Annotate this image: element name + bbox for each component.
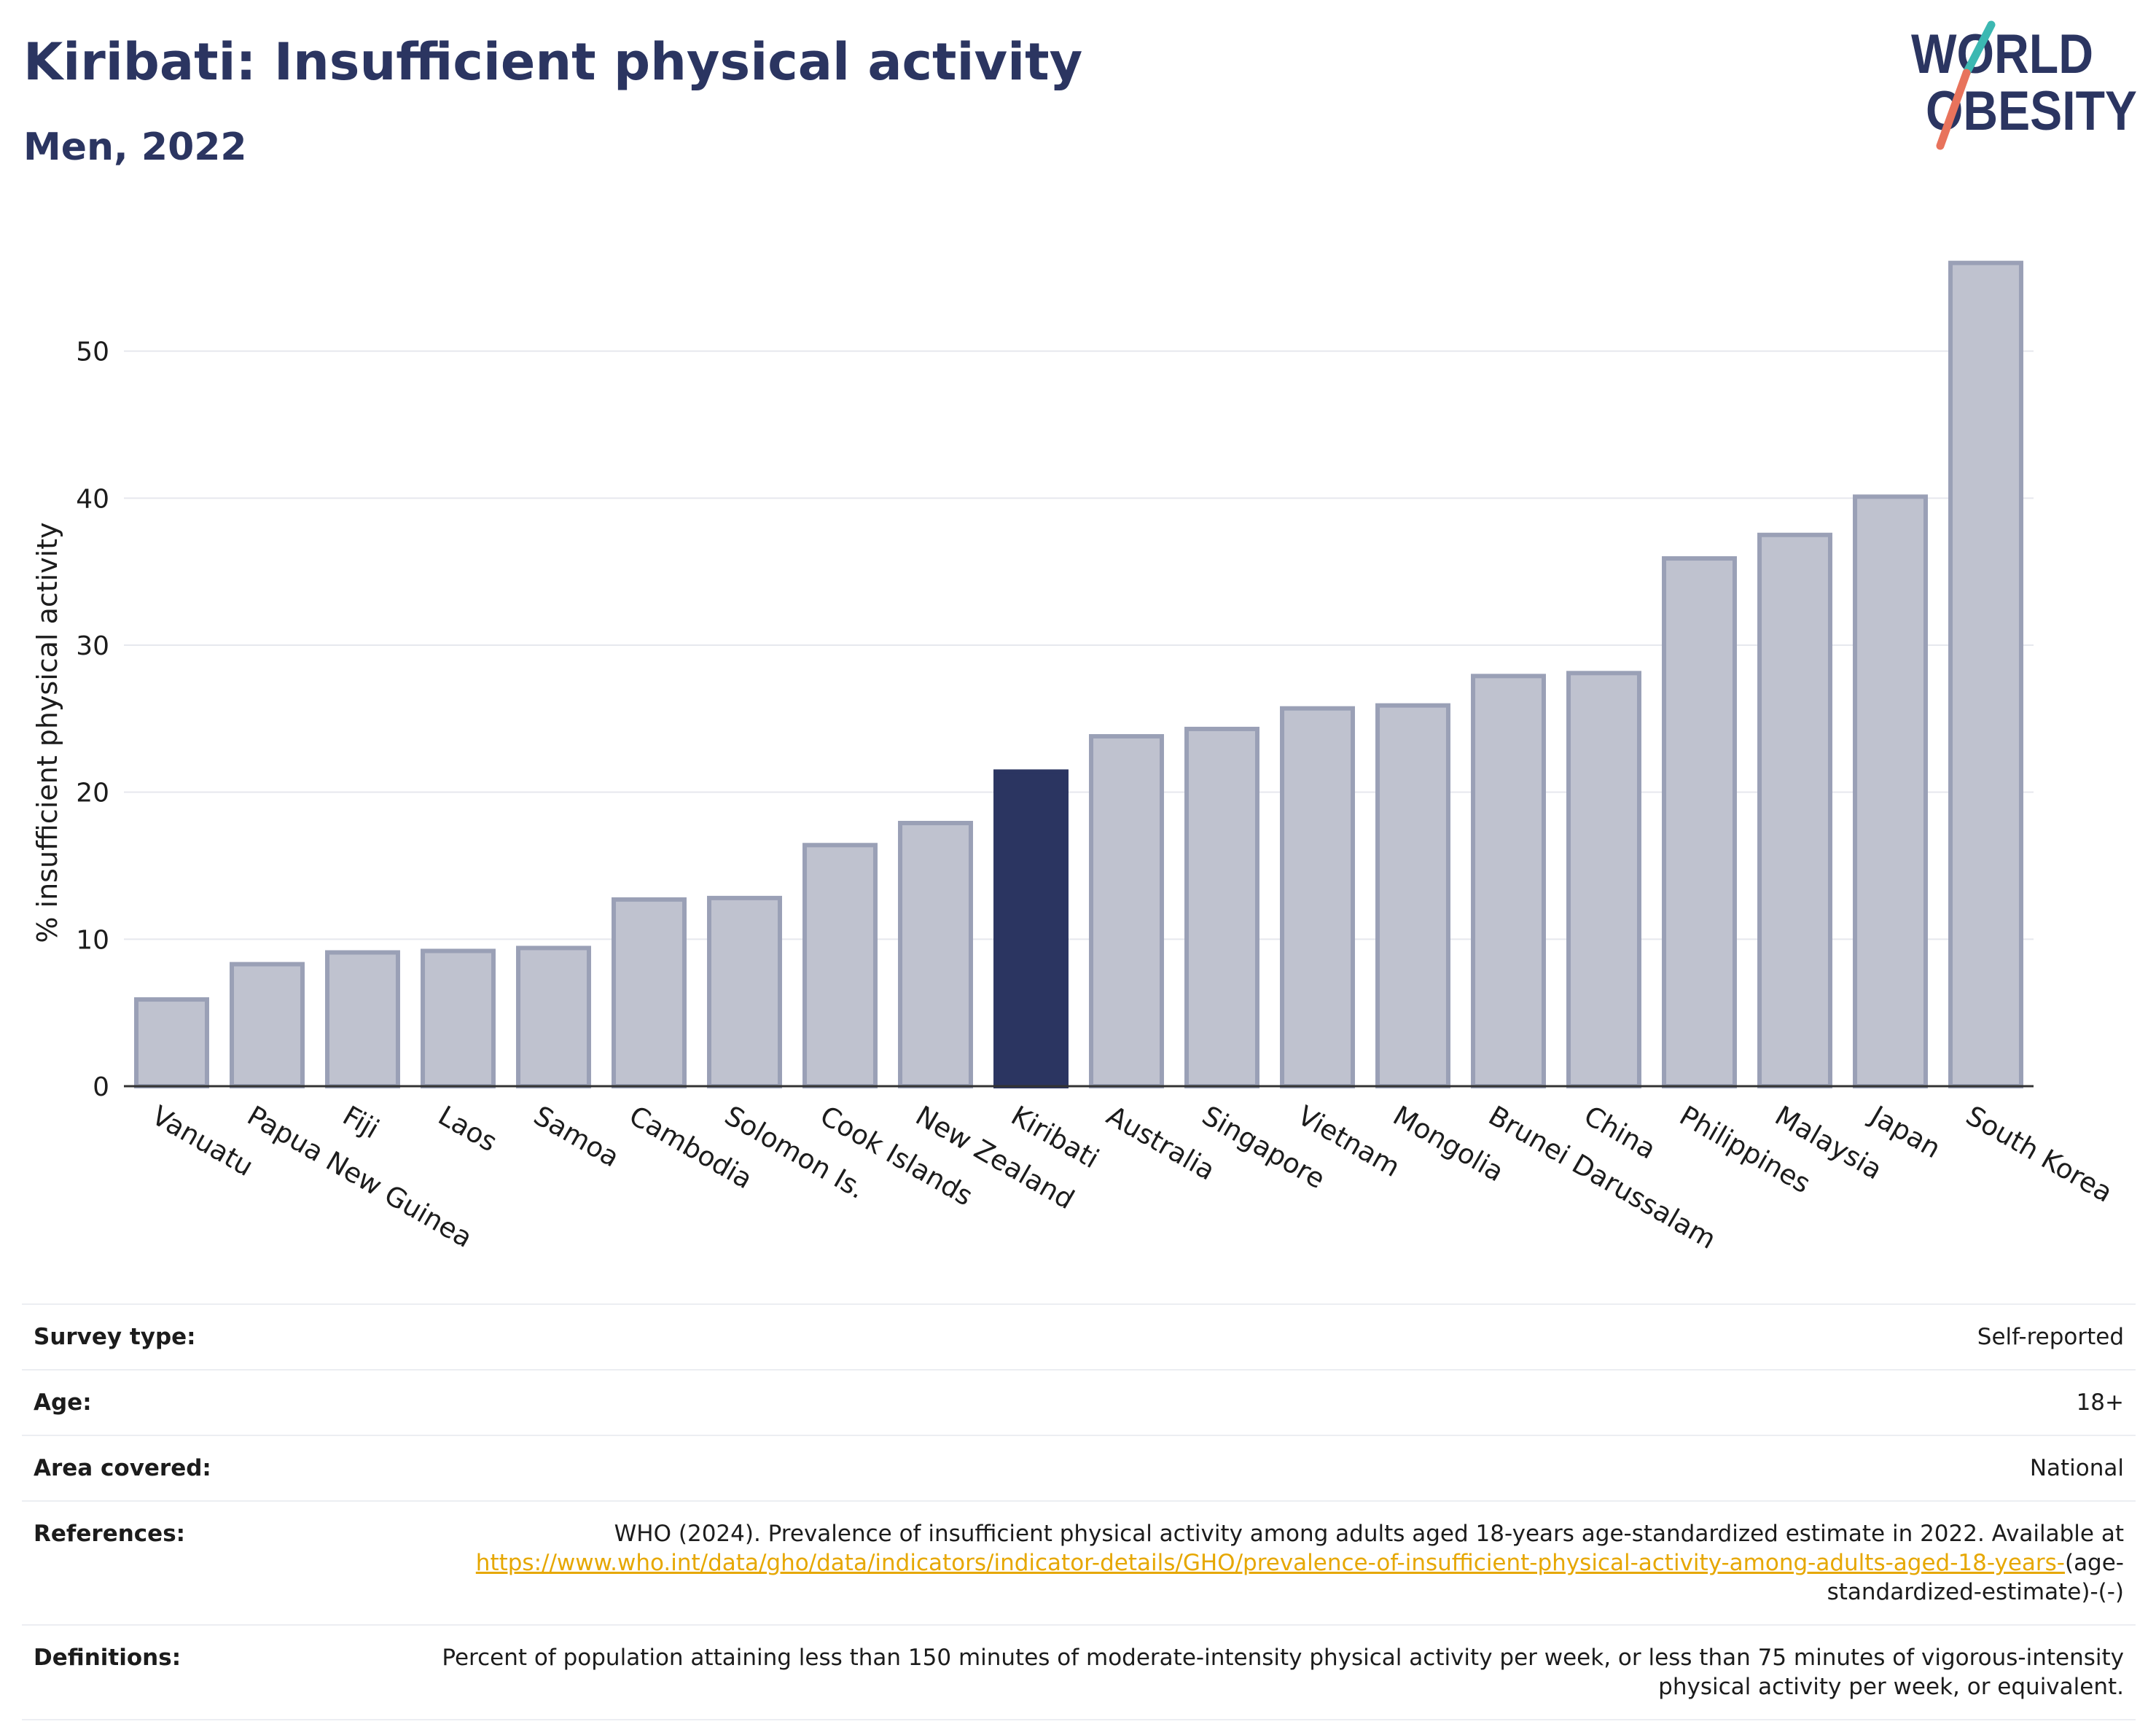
metadata-row-survey-type: Survey type: Self-reported <box>22 1303 2136 1370</box>
bar-mongolia <box>1375 703 1450 1088</box>
grid-lines <box>124 350 2034 940</box>
x-tick-label: Laos <box>433 1100 502 1158</box>
x-tick-label: Vanuatu <box>147 1100 259 1183</box>
chart-subtitle: Men, 2022 <box>23 125 247 169</box>
metadata-label: References: <box>22 1500 351 1625</box>
metadata-value: 18+ <box>351 1369 2136 1435</box>
reference-link[interactable]: https://www.who.int/data/gho/data/indica… <box>475 1550 2065 1576</box>
y-tick-label: 30 <box>76 631 109 661</box>
metadata-value: WHO (2024). Prevalence of insufficient p… <box>351 1500 2136 1625</box>
bar-malaysia <box>1757 532 1832 1088</box>
y-tick-label: 10 <box>76 925 109 955</box>
bar-cook-islands <box>802 843 878 1089</box>
x-tick-label: South Korea <box>1961 1100 2118 1209</box>
bars <box>134 260 2023 1089</box>
metadata-row-age: Age: 18+ <box>22 1369 2136 1435</box>
y-axis-label: % insufficient physical activity <box>31 522 63 943</box>
y-tick-labels: 0 10 20 30 40 50 <box>76 338 109 1102</box>
metadata-value: National <box>351 1435 2136 1501</box>
y-tick-label: 0 <box>93 1072 109 1102</box>
y-tick-label: 20 <box>76 779 109 808</box>
logo-slash-coral <box>1936 69 1971 150</box>
bar-singapore <box>1184 726 1259 1088</box>
bar-kiribati <box>993 769 1069 1089</box>
y-tick-label: 50 <box>76 338 109 367</box>
world-obesity-logo: WORLD OBESITY <box>1911 20 2137 150</box>
bar-fiji <box>325 950 400 1088</box>
bar-papua-new-guinea <box>230 962 305 1089</box>
x-tick-label: New Zealand <box>910 1100 1079 1216</box>
bar-brunei-darussalam <box>1471 674 1546 1088</box>
chart-title: Kiribati: Insufficient physical activity <box>23 32 1083 92</box>
logo-line1: WORLD <box>1911 23 2093 85</box>
metadata-row-definitions: Definitions: Percent of population attai… <box>22 1624 2136 1720</box>
y-tick-label: 40 <box>76 484 109 514</box>
bar-philippines <box>1662 556 1737 1088</box>
bar-laos <box>421 948 496 1089</box>
bar-vanuatu <box>134 997 209 1089</box>
metadata-label: Definitions: <box>22 1624 351 1720</box>
bar-south-korea <box>1948 260 2023 1089</box>
metadata-label: Age: <box>22 1369 351 1435</box>
x-tick-label: Fiji <box>337 1100 384 1145</box>
metadata-label: Survey type: <box>22 1303 351 1370</box>
bar-cambodia <box>612 897 687 1088</box>
metadata-label: Area covered: <box>22 1435 351 1501</box>
metadata-value: Percent of population attaining less tha… <box>351 1624 2136 1720</box>
bar-new-zealand <box>898 821 973 1089</box>
reference-suffix: (age-standardized-estimate)-(-) <box>1827 1550 2124 1605</box>
metadata-row-area-covered: Area covered: National <box>22 1435 2136 1501</box>
bar-china <box>1566 671 1641 1088</box>
logo-slash-teal <box>1962 20 1996 77</box>
x-tick-label: Australia <box>1101 1100 1220 1187</box>
metadata-row-references: References: WHO (2024). Prevalence of in… <box>22 1500 2136 1625</box>
bar-samoa <box>516 946 591 1089</box>
bar-japan <box>1853 494 1928 1088</box>
reference-text: WHO (2024). Prevalence of insufficient p… <box>614 1521 2124 1547</box>
bar-solomon-is <box>707 895 782 1089</box>
x-tick-label: Samoa <box>528 1100 625 1174</box>
bar-australia <box>1089 734 1164 1088</box>
bar-vietnam <box>1280 706 1355 1088</box>
metadata-table: Survey type: Self-reported Age: 18+ Area… <box>22 1303 2136 1720</box>
metadata-value: Self-reported <box>351 1303 2136 1370</box>
